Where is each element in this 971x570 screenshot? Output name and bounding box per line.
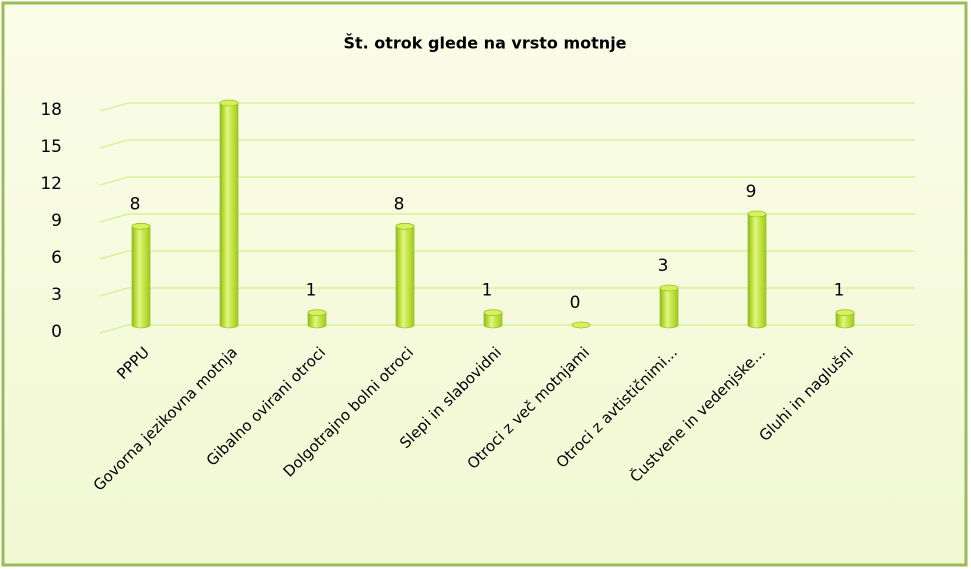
bar-top bbox=[747, 210, 767, 218]
grid-line bbox=[99, 324, 915, 334]
data-label: 8 bbox=[130, 194, 141, 214]
bar bbox=[395, 223, 415, 329]
bar-top bbox=[219, 99, 239, 107]
data-label: 1 bbox=[834, 281, 845, 301]
data-label: 9 bbox=[746, 182, 757, 202]
y-tick-label: 9 bbox=[51, 211, 62, 231]
grid-line bbox=[99, 102, 915, 112]
bar bbox=[747, 210, 767, 329]
data-label: 1 bbox=[482, 281, 493, 301]
bar-top bbox=[307, 309, 327, 316]
bar bbox=[131, 223, 151, 329]
bar bbox=[659, 284, 679, 329]
bar-top bbox=[395, 223, 415, 230]
grid-line bbox=[99, 287, 915, 297]
grid-line bbox=[99, 139, 915, 149]
bar-top bbox=[131, 223, 151, 230]
bar-top bbox=[835, 309, 855, 316]
data-label: 0 bbox=[570, 293, 581, 313]
y-tick-label: 3 bbox=[51, 285, 62, 305]
bar-top bbox=[483, 309, 503, 316]
y-tick-label: 6 bbox=[51, 248, 62, 268]
grid-line bbox=[99, 213, 915, 223]
grid-line bbox=[99, 176, 915, 186]
y-tick-label: 18 bbox=[40, 100, 62, 120]
bar bbox=[219, 99, 239, 329]
data-label: 3 bbox=[658, 256, 669, 276]
y-tick-label: 15 bbox=[40, 137, 62, 157]
data-label: 1 bbox=[306, 281, 317, 301]
bar-top bbox=[571, 321, 591, 329]
data-label: 8 bbox=[394, 194, 405, 214]
y-tick-label: 0 bbox=[51, 322, 62, 342]
bar-top bbox=[659, 284, 679, 292]
chart-title: Št. otrok glede na vrsto motnje bbox=[343, 34, 626, 53]
y-tick-label: 12 bbox=[40, 174, 62, 194]
grid-line bbox=[99, 250, 915, 260]
